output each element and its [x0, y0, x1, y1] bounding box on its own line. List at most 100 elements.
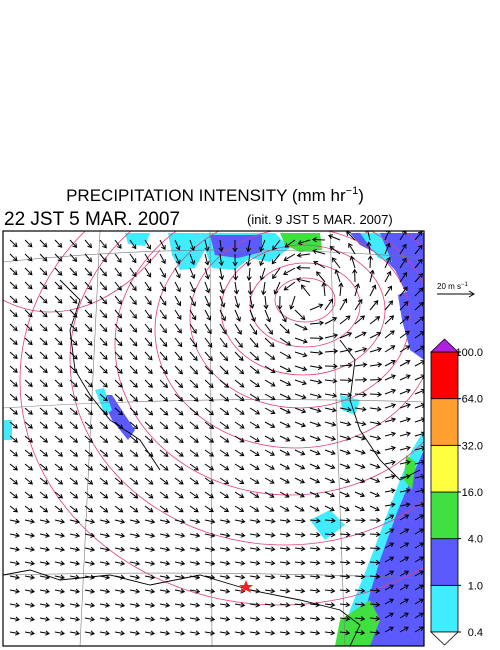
wind-arrow-shaft: [264, 617, 275, 620]
wind-arrow-head: [42, 368, 48, 374]
wind-arrow-shaft: [39, 365, 48, 373]
wind-arrow-head: [240, 602, 246, 608]
wind-arrow: [249, 365, 260, 374]
wind-arrow-shaft: [69, 253, 77, 262]
wind-arrow: [204, 477, 214, 485]
title: PRECIPITATION INTENSITY (mm hr−1): [66, 185, 364, 205]
colorbar-label: 32.0: [462, 440, 483, 452]
wind-arrow-shaft: [114, 547, 125, 551]
wind-arrow: [99, 505, 109, 513]
wind-arrow-shaft: [354, 603, 365, 606]
wind-arrow: [263, 295, 269, 310]
wind-arrow: [219, 407, 230, 416]
wind-arrow-head: [12, 256, 18, 262]
wind-arrow-shaft: [309, 365, 322, 369]
wind-arrow-shaft: [279, 435, 290, 442]
wind-arrow-head: [360, 559, 366, 566]
wind-arrow: [300, 284, 311, 297]
wind-arrow-shaft: [234, 365, 244, 375]
wind-arrow: [354, 377, 368, 383]
wind-arrow: [414, 502, 424, 508]
wind-arrow: [129, 351, 138, 361]
wind-arrow-head: [135, 518, 141, 525]
wind-arrow-head: [177, 355, 183, 361]
wind-arrow: [69, 463, 79, 471]
wind-arrow-head: [13, 423, 18, 429]
colorbar-over: [430, 338, 459, 353]
wind-arrow: [234, 449, 245, 457]
wind-arrow-head: [135, 588, 141, 594]
title-close: ): [358, 186, 364, 205]
wind-arrow: [309, 335, 324, 341]
wind-arrow: [249, 309, 256, 323]
wind-arrow-shaft: [324, 603, 335, 606]
wind-arrow: [144, 253, 151, 264]
wind-arrow-head: [60, 560, 66, 566]
wind-arrow-shaft: [384, 360, 396, 367]
wind-arrow-shaft: [369, 477, 380, 483]
wind-arrow-shaft: [384, 389, 396, 395]
wind-arrow-shaft: [249, 589, 260, 592]
graticule-line: [79, 231, 101, 646]
wind-arrow-shaft: [189, 295, 196, 307]
wind-arrow-shaft: [189, 589, 200, 593]
wind-arrow-head: [45, 546, 51, 552]
wind-arrow-shaft: [129, 435, 138, 443]
wind-arrow: [309, 546, 321, 552]
wind-arrow: [159, 379, 169, 388]
wind-arrow: [24, 393, 33, 401]
wind-arrow-head: [45, 616, 50, 622]
wind-arrow-head: [180, 518, 186, 525]
wind-arrow: [339, 298, 348, 311]
coast: [3, 569, 361, 646]
wind-arrow-head: [180, 616, 186, 622]
wind-arrow-shaft: [174, 589, 185, 593]
wind-arrow-shaft: [24, 281, 33, 290]
wind-arrow: [384, 270, 392, 283]
wind-arrow: [174, 602, 186, 608]
wind-arrow-shaft: [234, 519, 245, 523]
wind-arrow: [84, 379, 93, 388]
wind-arrow-head: [318, 350, 324, 356]
wind-arrow-head: [180, 574, 186, 580]
wind-arrow-shaft: [296, 278, 311, 283]
wind-arrow-shaft: [189, 239, 195, 251]
wind-arrow: [114, 560, 126, 566]
wind-arrow-shaft: [279, 575, 290, 578]
wind-arrow-head: [268, 329, 273, 335]
wind-arrow-shaft: [369, 393, 382, 396]
wind-arrow-shaft: [69, 295, 78, 304]
wind-arrow-shaft: [249, 561, 260, 565]
wind-arrow-shaft: [39, 267, 48, 276]
wind-arrow-shaft: [399, 570, 409, 577]
wind-arrow: [249, 449, 260, 456]
wind-arrow: [294, 588, 306, 594]
colorbar-label: 100.0: [455, 347, 483, 359]
wind-arrow-shaft: [189, 449, 199, 457]
wind-arrow: [99, 407, 109, 416]
wind-arrow: [294, 365, 308, 372]
wind-arrow-head: [193, 410, 199, 416]
wind-arrow: [144, 365, 153, 375]
wind-arrow-shaft: [174, 239, 180, 250]
wind-arrow-head: [390, 502, 396, 508]
wind-arrow-shaft: [159, 603, 170, 607]
wind-arrow-shaft: [24, 603, 35, 607]
wind-arrow-shaft: [204, 281, 210, 293]
wind-arrow-shaft: [339, 617, 350, 620]
wind-arrow-shaft: [339, 491, 350, 497]
wind-arrow-shaft: [247, 239, 251, 252]
wind-arrow-shaft: [260, 239, 266, 252]
wind-arrow-head: [180, 532, 186, 538]
wind-arrow: [114, 267, 122, 277]
wind-arrow-head: [28, 493, 34, 499]
wind-arrow: [159, 435, 169, 444]
wind-arrow-shaft: [369, 316, 380, 325]
wind-arrow-shaft: [9, 267, 18, 275]
wind-arrow: [324, 560, 336, 566]
wind-arrow-shaft: [234, 407, 245, 415]
wind-arrow-shaft: [144, 393, 153, 402]
wind-arrow-head: [285, 328, 290, 334]
wind-arrow-head: [269, 479, 275, 484]
wind-arrow-shaft: [219, 589, 230, 593]
